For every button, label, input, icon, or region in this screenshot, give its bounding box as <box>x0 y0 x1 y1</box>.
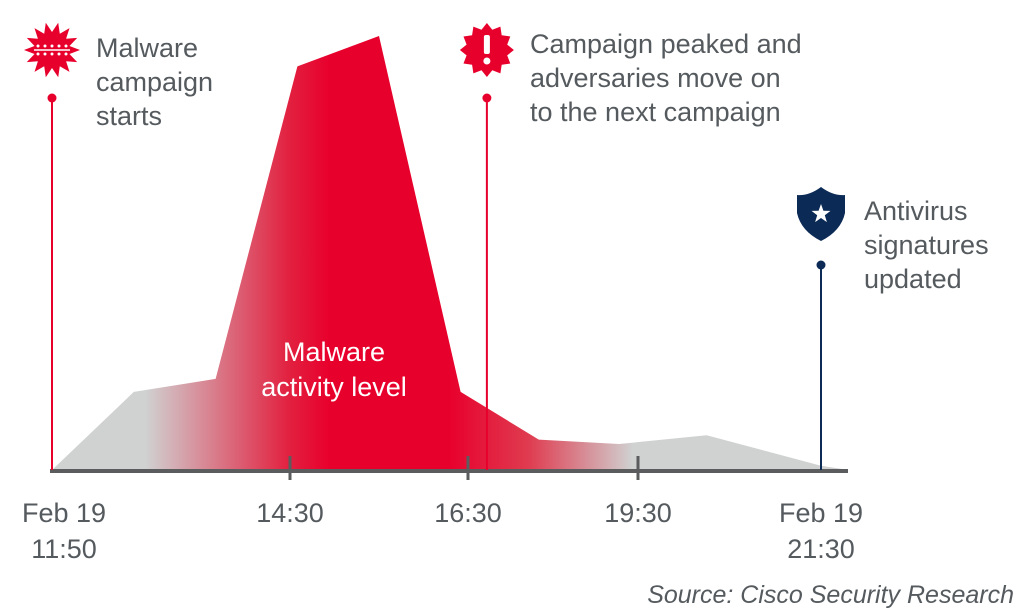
annotation-text-line: to the next campaign <box>530 97 781 127</box>
shield-star-icon <box>797 187 845 241</box>
annotation-text-line: Antivirus <box>864 196 968 226</box>
annotation-dot <box>482 93 492 103</box>
annotation-text-line: Campaign peaked and <box>530 29 802 59</box>
x-tick-label: 16:30 <box>434 498 502 528</box>
x-tick-label: 14:30 <box>256 498 324 528</box>
x-tick-label: Feb 19 <box>22 498 106 528</box>
annotation-2: Campaign peaked and adversaries move on to… <box>459 23 802 470</box>
annotation-text-line: Malware <box>96 33 198 63</box>
source-note: Source: Cisco Security Research <box>647 581 1014 609</box>
annotation-text-line: signatures <box>864 230 989 260</box>
x-tick-label: Feb 19 <box>779 498 863 528</box>
annotation-text-line: adversaries move on <box>530 63 781 93</box>
activity-area <box>52 36 849 470</box>
annotation-3: Antivirus signatures updated <box>797 187 989 470</box>
annotation-text-line: starts <box>96 101 162 131</box>
area-label-line2: activity level <box>261 372 407 402</box>
virus-icon <box>24 22 80 78</box>
x-tick-label-line2: 21:30 <box>787 534 855 564</box>
annotation-dot <box>47 93 57 103</box>
annotation-dot <box>816 260 826 270</box>
area-label-line1: Malware <box>283 337 385 367</box>
annotation-text-line: updated <box>864 264 962 294</box>
x-tick-label-line2: 11:50 <box>31 534 97 564</box>
annotation-1: Malware campaign starts <box>24 22 213 470</box>
alert-badge-icon <box>459 23 514 77</box>
annotation-text-line: campaign <box>96 67 213 97</box>
x-tick-label: 19:30 <box>604 498 672 528</box>
